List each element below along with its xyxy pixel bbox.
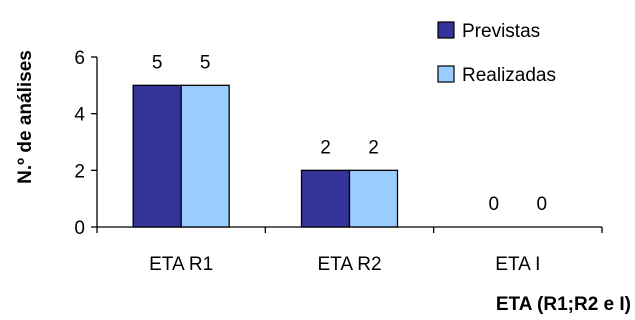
data-label: 5 <box>152 52 163 73</box>
legend-swatch-realizadas <box>437 65 455 83</box>
bar-realizadas-eta-r1 <box>180 84 230 228</box>
data-label: 0 <box>537 194 548 215</box>
y-tick-label: 0 <box>74 218 85 239</box>
x-category-label: ETA I <box>495 254 540 275</box>
legend-label-previstas: Previstas <box>462 21 540 42</box>
x-category-label: ETA R1 <box>149 254 213 275</box>
data-label: 5 <box>200 52 211 73</box>
y-tick-label: 2 <box>74 161 85 182</box>
y-tick-label: 4 <box>74 105 85 126</box>
bar-realizadas-eta-r2 <box>348 169 399 228</box>
y-axis-title: N.º de análises <box>15 50 36 184</box>
bar-previstas-eta-r1 <box>132 84 182 228</box>
x-category-label: ETA R2 <box>317 254 381 275</box>
data-label: 2 <box>368 137 379 158</box>
data-label: 2 <box>320 137 331 158</box>
bar-previstas-eta-r2 <box>300 169 351 228</box>
legend-swatch-previstas <box>437 21 455 39</box>
data-label: 0 <box>489 194 500 215</box>
x-axis-title: ETA (R1;R2 e I) <box>496 294 631 315</box>
y-tick-label: 6 <box>74 48 85 69</box>
legend-label-realizadas: Realizadas <box>462 65 556 86</box>
